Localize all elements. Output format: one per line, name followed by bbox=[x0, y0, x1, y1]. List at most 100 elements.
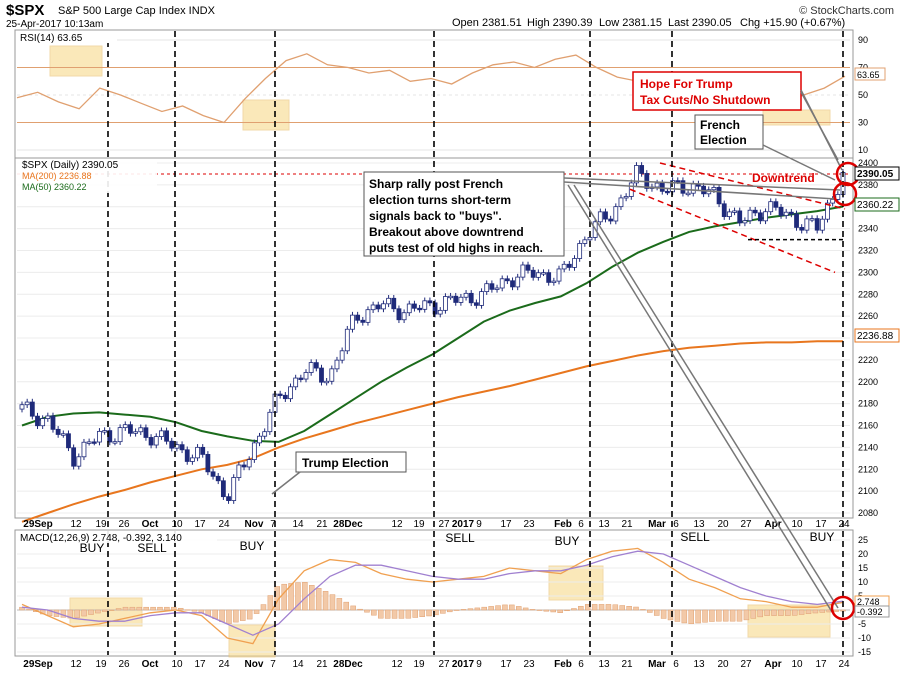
macd-histogram-bar bbox=[288, 583, 294, 611]
macd-line bbox=[21, 547, 844, 645]
x-axis-layer: 29Sep 29Sep 12 12 19 19 26 26 Oct Oct 10 10 17 17 24 24… bbox=[23, 519, 850, 670]
candle-body bbox=[35, 415, 40, 427]
rsi-shade-box-0 bbox=[49, 45, 103, 77]
hist-tag: -0.392 bbox=[857, 607, 883, 617]
x-axis-label-top: 2017 bbox=[452, 519, 475, 530]
x-axis-label-bottom: 17 bbox=[500, 659, 512, 670]
hope-text-1: Hope For Trump bbox=[640, 77, 733, 91]
rsi-tick-90: 90 bbox=[858, 35, 868, 45]
candle-body bbox=[159, 430, 164, 437]
symbol: $SPX bbox=[6, 2, 44, 19]
candle-body bbox=[267, 411, 273, 433]
candle-body bbox=[835, 194, 841, 200]
price-tick-2200: 2200 bbox=[858, 377, 878, 387]
candle-body bbox=[530, 269, 536, 278]
candle-body bbox=[659, 182, 665, 192]
macd-histogram-bar bbox=[240, 609, 246, 621]
candle-body bbox=[654, 182, 660, 188]
candle-body bbox=[711, 187, 717, 191]
macd-histogram-bar bbox=[557, 609, 563, 613]
candle-body bbox=[618, 197, 624, 208]
signal-label-buy: BUY bbox=[240, 539, 265, 553]
macd-histogram-bar bbox=[543, 609, 550, 612]
macd-tick-10: 10 bbox=[858, 577, 868, 587]
candle-body bbox=[205, 453, 211, 473]
rally-pointer-ma bbox=[563, 181, 837, 200]
candle-body bbox=[830, 199, 836, 204]
candle-body bbox=[298, 377, 304, 380]
x-axis-label-bottom: 6 bbox=[673, 659, 679, 670]
candle-body bbox=[556, 268, 562, 282]
macd-histogram-bar bbox=[164, 606, 170, 611]
macd-histogram-bar bbox=[805, 609, 812, 615]
macd-histogram-bar bbox=[584, 604, 591, 611]
candle-body bbox=[819, 218, 825, 231]
macd-histogram-bar bbox=[522, 607, 529, 611]
macd-histogram-bar bbox=[578, 605, 584, 611]
candle-body bbox=[742, 220, 748, 224]
price-layer bbox=[17, 162, 850, 523]
macd-label-bg bbox=[17, 531, 217, 543]
candle-body bbox=[220, 480, 226, 498]
candle-body bbox=[412, 303, 417, 309]
macd-tick--5: -5 bbox=[858, 619, 866, 629]
macd-histogram-bar bbox=[412, 609, 419, 618]
rally-text-4: Breakout above downtrend bbox=[369, 225, 524, 239]
candle-body bbox=[29, 401, 35, 417]
last-price-tag-box bbox=[854, 166, 900, 181]
x-axis-label-bottom: 21 bbox=[621, 659, 633, 670]
price-tick-2340: 2340 bbox=[858, 224, 878, 234]
x-axis-label-top: 24 bbox=[838, 519, 850, 530]
macd-histogram-bar bbox=[467, 608, 474, 611]
trump-election-box bbox=[295, 451, 407, 473]
x-axis-label-top: 17 bbox=[500, 519, 512, 530]
candle-body bbox=[184, 449, 190, 462]
legend-ma200: MA(200) 2236.88 bbox=[22, 171, 92, 181]
macd-histogram-bar bbox=[143, 606, 149, 611]
macd-histogram-bar bbox=[688, 609, 694, 625]
candle-body bbox=[246, 459, 252, 468]
price-tick-2160: 2160 bbox=[858, 421, 878, 431]
candle-body bbox=[520, 264, 526, 278]
rally-text-5: puts test of old highs in reach. bbox=[369, 241, 543, 255]
macd-histogram-bar bbox=[371, 609, 377, 616]
x-axis-label-bottom: 13 bbox=[693, 659, 705, 670]
macd-histogram-bar bbox=[226, 609, 232, 624]
candle-body bbox=[117, 427, 123, 443]
last-value: Last 2390.05 bbox=[668, 17, 732, 29]
macd-histogram-bar bbox=[267, 595, 274, 611]
candle-body bbox=[690, 183, 696, 194]
rsi-tick-30: 30 bbox=[858, 118, 868, 128]
price-tick-2280: 2280 bbox=[858, 289, 878, 299]
macd-histogram-bar bbox=[819, 609, 826, 613]
candle-body bbox=[814, 218, 820, 231]
x-axis-label-bottom: Mar bbox=[648, 659, 666, 670]
macd-histogram-bar bbox=[384, 609, 391, 619]
candle-body bbox=[143, 427, 149, 438]
macd-histogram-bar bbox=[509, 604, 515, 611]
change-value: Chg +15.90 (+0.67%) bbox=[740, 17, 845, 29]
macd-histogram-bar bbox=[74, 609, 80, 618]
hist-tag-box bbox=[854, 605, 890, 618]
french-election-text-1: French bbox=[700, 118, 740, 132]
x-axis-label-bottom: 24 bbox=[838, 659, 850, 670]
macd-histogram-bar bbox=[750, 609, 757, 619]
candle-body bbox=[613, 206, 619, 222]
rsi-shade-box-1 bbox=[242, 99, 290, 131]
macd-histogram-bar bbox=[474, 607, 481, 611]
candle-body bbox=[546, 272, 552, 283]
candle-body bbox=[525, 264, 531, 271]
x-axis-label-top: 6 bbox=[673, 519, 679, 530]
candle-body bbox=[55, 428, 61, 435]
candle-body bbox=[747, 209, 753, 222]
candle-body bbox=[535, 272, 541, 278]
macd-histogram-bar bbox=[840, 609, 846, 612]
candle-body bbox=[675, 180, 681, 183]
macd-histogram-bar bbox=[771, 609, 777, 616]
x-axis-label-bottom: 20 bbox=[717, 659, 729, 670]
candle-body bbox=[551, 280, 557, 284]
rally-pointer-macd-1 bbox=[567, 184, 833, 613]
macd-histogram-bar bbox=[108, 609, 115, 611]
candle-body bbox=[81, 441, 87, 458]
signal-label-buy: BUY bbox=[555, 534, 580, 548]
